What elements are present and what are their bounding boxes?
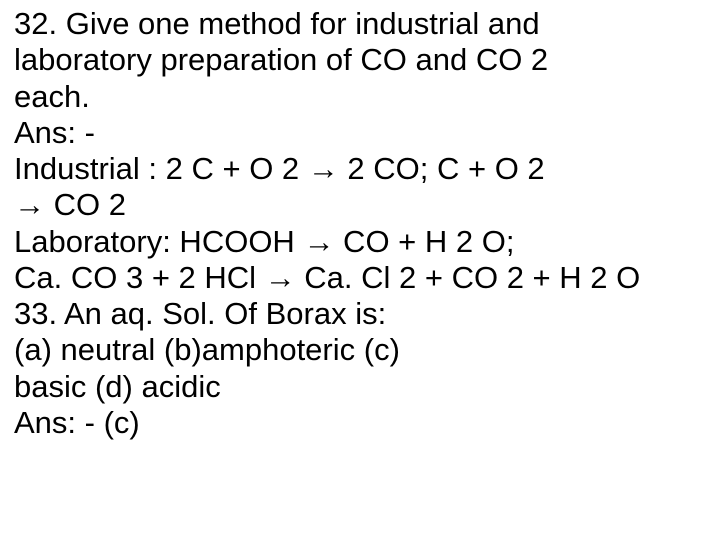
text-line-11: basic (d) acidic xyxy=(14,369,706,405)
text-line-4: Ans: - xyxy=(14,115,706,151)
text-line-12: Ans: - (c) xyxy=(14,405,706,441)
text-line-1: 32. Give one method for industrial and xyxy=(14,6,706,42)
text-line-3: each. xyxy=(14,79,706,115)
text-line-10: (a) neutral (b)amphoteric (c) xyxy=(14,332,706,368)
eq-lab2-left: Ca. CO 3 + 2 HCl xyxy=(14,260,265,295)
text-line-7: Laboratory: HCOOH → CO + H 2 O; xyxy=(14,224,706,260)
eq-lab-left: Laboratory: HCOOH xyxy=(14,224,303,259)
eq-lab-right: CO + H 2 O; xyxy=(334,224,514,259)
document-body: 32. Give one method for industrial and l… xyxy=(0,0,720,441)
eq-industrial2-right: CO 2 xyxy=(45,187,126,222)
text-line-6: → CO 2 xyxy=(14,187,706,223)
text-line-9: 33. An aq. Sol. Of Borax is: xyxy=(14,296,706,332)
arrow-icon: → xyxy=(14,187,45,222)
eq-industrial-left: Industrial : 2 C + O 2 xyxy=(14,151,308,186)
text-line-8: Ca. CO 3 + 2 HCl → Ca. Cl 2 + CO 2 + H 2… xyxy=(14,260,706,296)
arrow-icon: → xyxy=(308,151,339,186)
text-line-2: laboratory preparation of CO and CO 2 xyxy=(14,42,706,78)
arrow-icon: → xyxy=(303,224,334,259)
text-line-5: Industrial : 2 C + O 2 → 2 CO; C + O 2 xyxy=(14,151,706,187)
arrow-icon: → xyxy=(265,260,296,295)
eq-industrial-right: 2 CO; C + O 2 xyxy=(339,151,545,186)
eq-lab2-right: Ca. Cl 2 + CO 2 + H 2 O xyxy=(296,260,641,295)
